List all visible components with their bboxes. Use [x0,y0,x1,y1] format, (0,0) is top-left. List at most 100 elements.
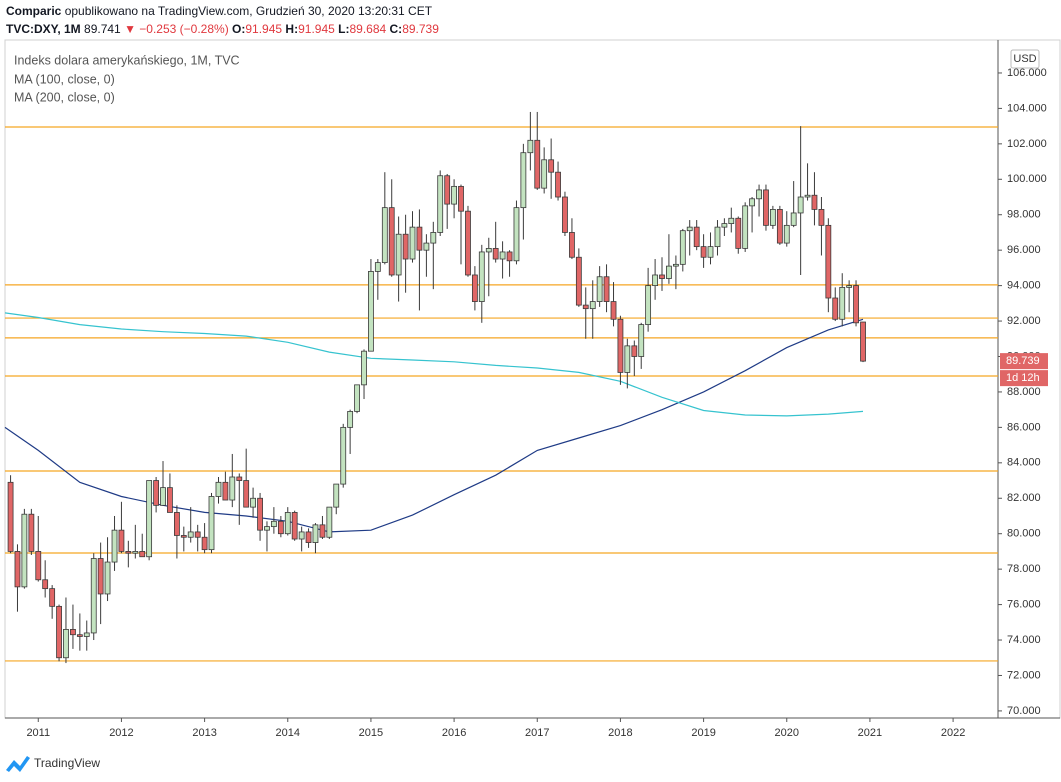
candle-body [714,226,721,248]
close-value: 89.739 [402,22,439,36]
candle-body [783,224,790,244]
candle-body [284,512,291,535]
y-tick-label: 104.000 [1007,102,1047,114]
candle-body [257,497,263,531]
low-value: 89.684 [349,22,386,36]
candle-body [631,345,638,357]
candle-body [506,251,513,262]
candle-body [201,536,208,551]
candle-body [56,605,62,659]
candle-body [569,232,575,258]
candle-body [534,139,541,189]
candle-body [853,285,859,324]
candle-body [437,175,444,233]
y-tick-label: 74.000 [1007,634,1041,646]
candle-body [354,384,360,412]
candle-body [811,194,818,210]
candle-body [125,551,132,554]
candle-body [458,185,464,212]
x-tick-label: 2020 [775,727,799,739]
x-tick-label: 2017 [525,727,549,739]
published: opublikowano na TradingView.com, Grudzie… [65,4,433,18]
candle-body [749,198,755,207]
candle-body [423,242,430,251]
candle-body [721,223,728,228]
candle-body [409,226,416,260]
candle-body [742,205,749,249]
publisher: Comparic [6,4,62,18]
candle-body [63,628,69,659]
candle-body [381,207,388,263]
candle-body [790,212,797,226]
candle-body [305,531,312,543]
o-label: O: [232,22,245,36]
currency-box[interactable] [1010,49,1040,69]
candle-body [76,634,83,637]
x-tick-label: 2015 [359,727,383,739]
candle-body [700,246,707,258]
y-tick-label: 82.000 [1007,492,1041,504]
logo-icon [6,756,30,772]
candle-body [180,535,187,538]
y-tick-label: 96.000 [1007,244,1041,256]
candle-body [319,524,326,538]
x-tick-label: 2011 [26,727,50,739]
candle-body [388,207,395,276]
candle-body [250,497,256,508]
candle-body [416,226,423,251]
candle-body [132,551,139,554]
candle-body [825,224,832,299]
candle-body [804,194,811,198]
candle-body [818,209,825,226]
candle-body [603,276,610,302]
x-tick-label: 2014 [276,727,300,739]
candle-body [832,297,839,320]
plot-area [4,111,998,664]
candle-body [361,350,367,386]
candle-body [728,217,735,224]
price-marker [1000,353,1048,370]
y-tick-label: 72.000 [1007,669,1041,681]
y-tick-label: 76.000 [1007,598,1041,610]
candle-body [562,196,568,233]
candle-body [839,286,846,320]
logo: TradingView [6,756,100,772]
l-label: L: [338,22,349,36]
candle-body [471,274,478,302]
candle-body [83,632,90,637]
candle-body [645,285,652,325]
candle-body [478,251,485,302]
y-tick-label: 92.000 [1007,315,1041,327]
candle-body [326,506,333,538]
candle-body [666,265,672,279]
candle-body [499,251,506,260]
candle-body [541,159,548,189]
candle-body [672,263,679,267]
candle-body [548,159,555,173]
chart-title: Indeks dolara amerykańskiego, 1M, TVC [14,53,240,67]
candle-body [333,483,340,508]
candle-body [270,520,277,528]
y-tick-label: 88.000 [1007,386,1041,398]
candle-body [28,513,35,552]
candle-body [769,209,776,226]
y-tick-label: 78.000 [1007,563,1041,575]
x-tick-label: 2018 [608,727,632,739]
open-value: 91.945 [245,22,282,36]
candle-body [652,274,659,287]
currency: USD [1013,53,1036,65]
logo-text: TradingView [34,756,100,770]
candle-body [229,476,236,501]
candle-body [264,526,270,531]
candle-body [215,481,222,497]
candle-body [513,207,520,262]
candle-body [374,262,381,272]
candle-body [111,529,118,563]
high-value: 91.945 [298,22,335,36]
candle-body [679,230,686,265]
legend-entry: MA (200, close, 0) [14,90,115,104]
candle-body [860,321,866,362]
candle-body [735,217,742,249]
change: ▼ −0.253 (−0.28%) [124,22,229,36]
